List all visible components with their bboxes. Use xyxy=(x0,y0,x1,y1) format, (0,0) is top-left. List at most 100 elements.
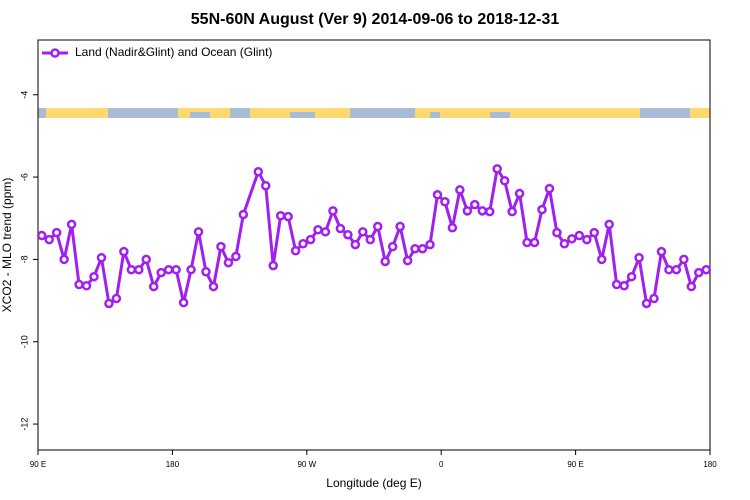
point xyxy=(552,227,562,238)
point xyxy=(372,221,383,232)
legend-label: Land (Nadir&Glint) and Ocean (Glint) xyxy=(75,45,272,59)
point xyxy=(51,227,62,238)
point xyxy=(656,246,667,257)
point xyxy=(477,206,488,216)
point xyxy=(163,264,174,275)
point xyxy=(686,281,697,292)
point xyxy=(111,293,122,304)
point xyxy=(328,206,338,216)
point xyxy=(582,234,592,245)
point xyxy=(290,246,301,256)
point xyxy=(201,267,211,277)
point xyxy=(470,199,480,210)
point xyxy=(402,255,413,266)
point xyxy=(380,256,390,267)
point xyxy=(529,237,540,248)
point xyxy=(641,298,652,309)
point xyxy=(358,227,368,237)
point xyxy=(104,298,114,309)
y-tick-label: -8 xyxy=(19,255,29,263)
point xyxy=(44,234,54,245)
point xyxy=(36,230,47,241)
point xyxy=(320,227,331,237)
point xyxy=(387,241,398,252)
point xyxy=(649,293,659,304)
point xyxy=(119,246,129,257)
point xyxy=(634,253,644,263)
point xyxy=(350,239,361,250)
point xyxy=(343,229,353,240)
point xyxy=(604,219,614,230)
point xyxy=(626,271,637,282)
point xyxy=(522,237,532,248)
plot-frame xyxy=(37,39,711,451)
point xyxy=(305,234,316,245)
x-tick-label: 90 E xyxy=(30,460,46,469)
point xyxy=(59,254,69,265)
point xyxy=(425,239,435,250)
point xyxy=(216,241,226,252)
point xyxy=(440,197,450,207)
point xyxy=(134,264,144,275)
point xyxy=(298,239,308,249)
point xyxy=(395,221,405,232)
point xyxy=(238,209,249,220)
point xyxy=(275,211,286,221)
x-tick-label: 90 W xyxy=(297,460,316,469)
point xyxy=(596,254,607,265)
point xyxy=(171,264,181,275)
point xyxy=(589,227,600,238)
x-tick-label: 180 xyxy=(703,460,717,469)
point xyxy=(186,264,196,275)
point xyxy=(89,271,99,282)
y-tick-label: -4 xyxy=(19,91,29,99)
point xyxy=(559,239,570,249)
point xyxy=(156,267,166,278)
point xyxy=(484,206,495,217)
point xyxy=(537,204,547,215)
point xyxy=(96,253,107,263)
legend-marker xyxy=(50,48,60,58)
point xyxy=(74,279,84,290)
x-axis-label: Longitude (deg E) xyxy=(326,476,421,490)
point xyxy=(664,264,674,275)
point xyxy=(231,251,241,262)
point xyxy=(365,234,376,245)
point xyxy=(223,257,234,268)
y-axis-label: XCO2 - MLO trend (ppm) xyxy=(0,178,14,313)
point xyxy=(679,254,689,265)
point xyxy=(178,297,189,308)
x-tick-label: 90 E xyxy=(567,460,583,469)
point xyxy=(455,185,465,195)
series-line xyxy=(41,164,707,306)
point xyxy=(447,222,458,233)
y-tick-label: -6 xyxy=(19,173,29,181)
point xyxy=(126,264,137,275)
point xyxy=(671,264,682,275)
map-strip xyxy=(38,108,710,118)
point xyxy=(417,243,428,254)
point xyxy=(253,166,264,177)
point xyxy=(208,281,219,292)
point xyxy=(81,281,92,291)
point xyxy=(313,225,323,235)
y-tick-label: -10 xyxy=(19,335,29,348)
point xyxy=(492,164,502,174)
point xyxy=(283,211,293,222)
point xyxy=(567,234,577,244)
y-tick-label: -12 xyxy=(19,418,29,431)
point xyxy=(514,188,525,199)
point xyxy=(432,190,443,200)
point xyxy=(260,180,271,191)
point xyxy=(694,267,704,278)
point xyxy=(335,223,346,234)
point xyxy=(193,227,204,237)
point xyxy=(619,281,629,291)
chart-title: 55N-60N August (Ver 9) 2014-09-06 to 201… xyxy=(191,11,560,28)
point xyxy=(462,206,473,216)
x-tick-label: 180 xyxy=(166,460,180,469)
x-tick-label: 0 xyxy=(439,460,444,469)
point xyxy=(701,264,712,275)
point xyxy=(507,206,517,217)
